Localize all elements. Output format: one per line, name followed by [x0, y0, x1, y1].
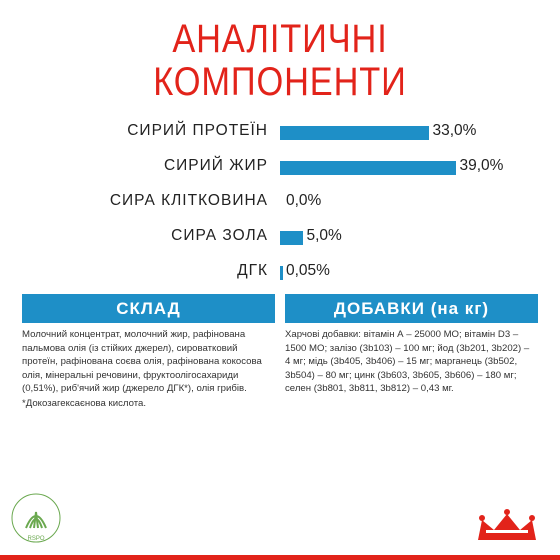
analytics-label: ДГК: [237, 262, 268, 279]
analytics-row: ДГК 0,05%: [0, 258, 560, 288]
analytics-value: 0,0%: [286, 192, 322, 209]
additives-text: Харчові добавки: вітамін А – 25000 МО; в…: [285, 329, 530, 394]
rspo-logo-text: RSPO: [27, 536, 44, 542]
analytics-bar: [280, 161, 456, 175]
analytics-bar: [280, 231, 303, 245]
analytics-label: СИРА КЛІТКОВИНА: [109, 192, 268, 209]
analytics-value: 5,0%: [306, 227, 342, 244]
analytics-row: СИРИЙ ЖИР 39,0%: [0, 153, 560, 183]
analytics-value: 39,0%: [459, 157, 504, 174]
analytics-value: 33,0%: [432, 122, 477, 139]
analytics-label: СИРА ЗОЛА: [171, 227, 268, 244]
composition-text: Молочний концентрат, молочний жир, рафін…: [22, 329, 262, 394]
analytics-row: СИРА КЛІТКОВИНА 0,0%: [0, 188, 560, 218]
analytics-label: СИРИЙ ЖИР: [163, 157, 268, 174]
composition-heading: СКЛАД: [22, 294, 275, 323]
bottom-red-strip: [0, 555, 560, 560]
composition-footnote: *Докозагексаєнова кислота.: [22, 398, 146, 409]
royal-canin-logo: [478, 509, 536, 540]
rspo-logo: RSPO: [11, 493, 61, 543]
analytics-bar: [280, 126, 429, 140]
analytics-bar: [280, 266, 283, 280]
analytics-value: 0,05%: [286, 262, 330, 279]
analytics-row: СИРИЙ ПРОТЕЇН 33,0%: [0, 118, 560, 148]
title-line-1: АНАЛІТИЧНІ: [172, 17, 388, 61]
analytics-row: СИРА ЗОЛА 5,0%: [0, 223, 560, 253]
title-line-2: КОМПОНЕНТИ: [153, 60, 407, 104]
analytics-label: СИРИЙ ПРОТЕЇН: [127, 122, 268, 139]
additives-heading: ДОБАВКИ (на кг): [285, 294, 538, 323]
